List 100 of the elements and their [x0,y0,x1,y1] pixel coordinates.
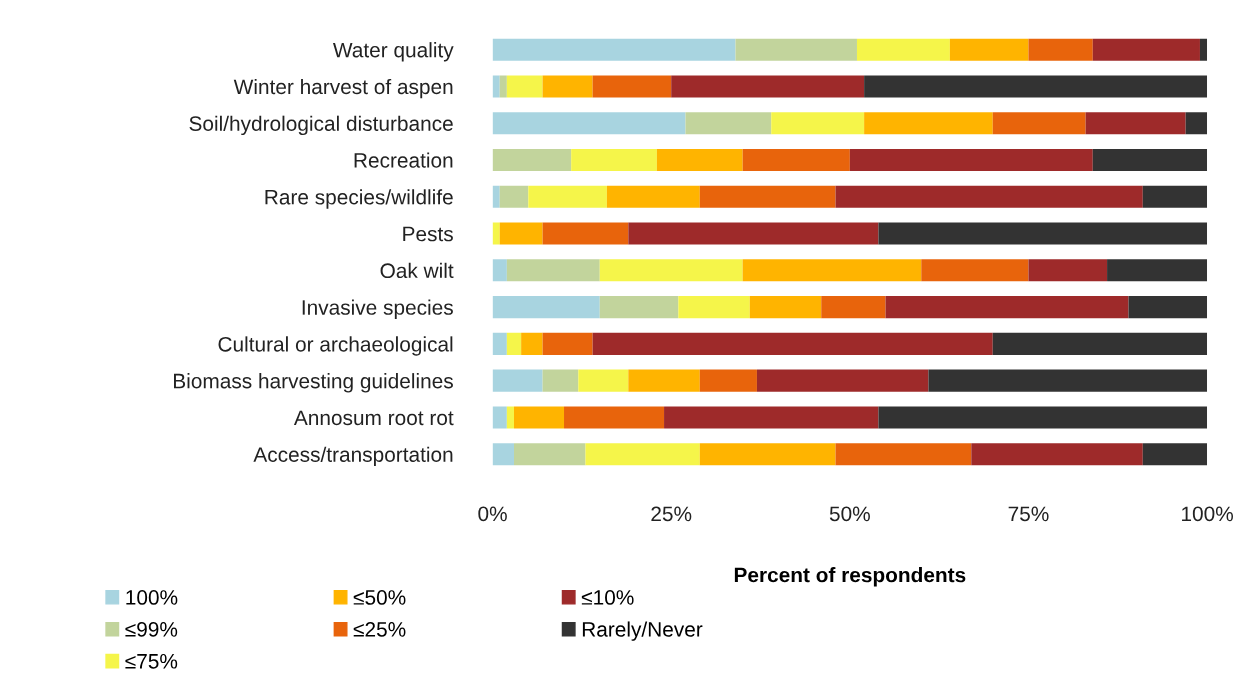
bar [1092,38,1200,61]
bar [492,222,500,245]
bar [685,112,772,135]
x-axis-title: Percent of respondents [734,567,966,587]
legend-label: ≤75% [125,654,178,669]
y-tick-label: Soil/hydrological disturbance [189,115,453,136]
x-tick-label: 100% [1182,506,1233,522]
bar [678,296,750,319]
bar [492,406,507,429]
bar [864,112,993,135]
bar [492,75,500,98]
bar [656,148,743,172]
bar [506,75,543,98]
y-tick-label: Invasive species [302,299,453,319]
bar [499,185,529,208]
bar [749,296,822,319]
bar [921,259,1029,282]
bar [506,332,522,355]
bar [542,332,593,355]
bar [735,38,857,61]
bar [971,443,1143,466]
bar [1142,443,1208,466]
bar [492,369,543,392]
bar [628,369,700,392]
bar [928,369,1208,392]
bar [492,38,736,61]
bar [585,443,700,466]
bar [492,148,572,172]
bar [992,112,1086,135]
legend-label: ≤10% [581,590,634,605]
bar [499,75,507,98]
bar [492,259,507,282]
bar [528,185,607,208]
bar [742,148,850,172]
x-tick-label: 50% [829,506,870,522]
bar [742,259,922,282]
bar [1028,259,1108,282]
bar [1128,296,1208,319]
bar [514,406,565,429]
bar [514,443,586,466]
bar [542,75,593,98]
bar [864,75,1208,98]
bar [835,443,972,466]
bar [542,222,629,245]
y-tick-label: Cultural or archaeological [218,336,453,356]
bar [1085,112,1186,135]
y-tick-label: Biomass harvesting guidelines [174,373,453,393]
bar [849,148,1093,172]
bar [756,369,929,392]
y-tick-label: Recreation [354,152,453,168]
legend-label: ≤25% [353,621,406,637]
bar [506,406,514,429]
bar [1185,112,1208,135]
y-tick-label: Annosum root rot [293,410,454,426]
y-tick-label: Winter harvest of aspen [233,78,453,99]
bar [592,332,993,355]
bar [599,259,743,282]
y-tick-label: Access/transportation [253,446,453,467]
bar [885,296,1129,319]
bar [1199,38,1208,61]
bar [606,185,700,208]
y-tick-label: Pests [403,226,453,242]
bar [492,185,500,208]
bar [492,443,514,466]
legend-label: ≤50% [353,590,406,605]
x-tick-label: 0% [478,506,507,522]
bar [521,332,543,355]
legend-label: 100% [126,590,178,605]
x-tick-label: 25% [651,506,692,522]
bar [878,406,1208,429]
bar [992,332,1208,355]
bar [1092,148,1208,172]
y-tick-label: Rare species/wildlife [265,189,453,209]
bar [564,406,665,429]
bar [664,406,879,429]
bar [699,185,836,208]
x-tick-label: 75% [1008,506,1049,522]
bar [492,332,507,355]
bar [499,222,543,245]
bar [699,443,836,466]
bar [878,222,1208,245]
y-tick-label: Oak wilt [380,262,454,279]
bar [1107,259,1208,282]
bar [492,112,686,135]
legend-label: Rarely/Never [582,621,703,641]
bar [856,38,950,61]
bar [699,369,757,392]
bar [1142,185,1208,208]
bar [949,38,1029,61]
bar [592,75,672,98]
bar [506,259,600,282]
bar [771,112,865,135]
bar [821,296,886,319]
bar [671,75,865,98]
bar [599,296,679,319]
legend-label: ≤99% [125,621,178,637]
bar [492,296,600,319]
bar [1028,38,1093,61]
bar [571,148,657,172]
bar [835,185,1143,208]
